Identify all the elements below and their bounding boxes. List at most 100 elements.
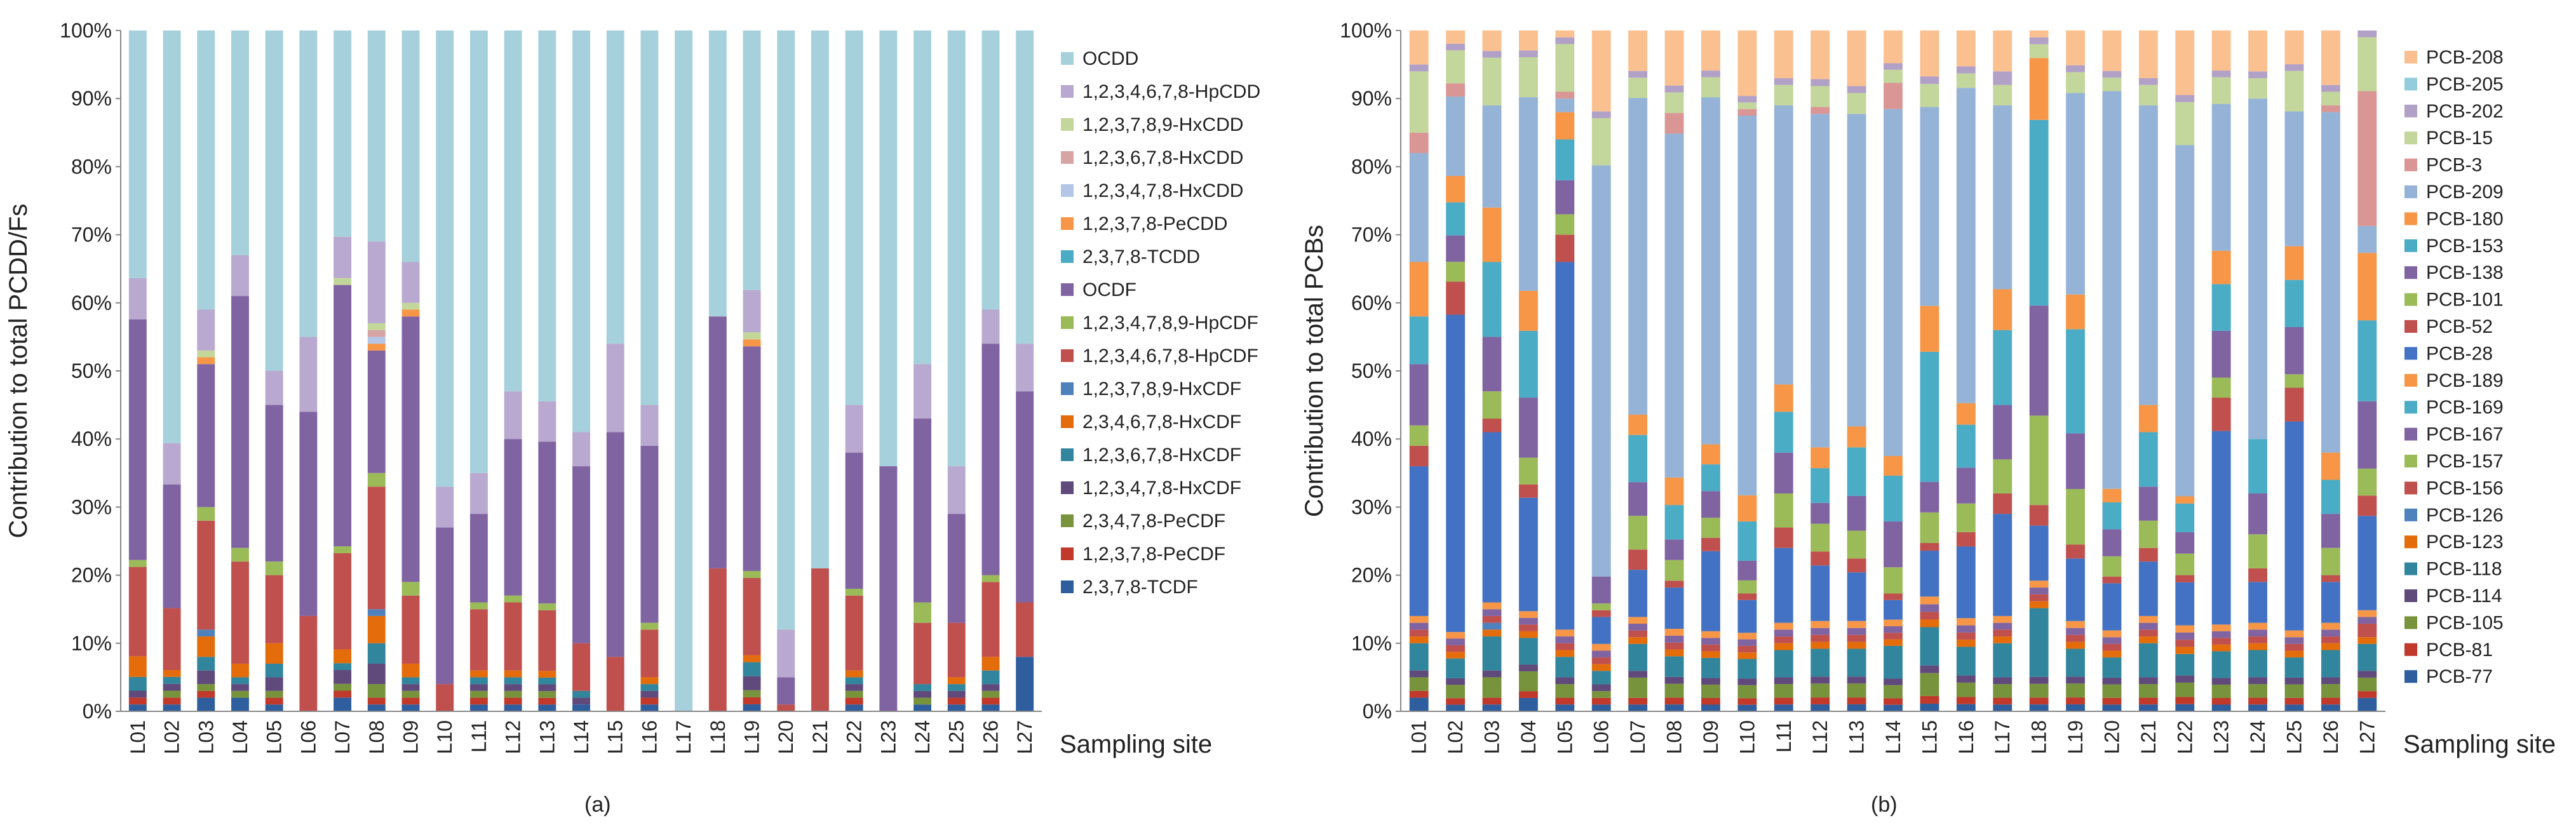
- bar-segment: [1628, 570, 1648, 617]
- legend-swatch: [2404, 185, 2417, 198]
- bar-segment: [401, 697, 420, 705]
- bar-segment: [1664, 697, 1684, 705]
- bar-segment: [1591, 664, 1611, 671]
- bar-segment: [1664, 477, 1684, 506]
- bar-segment: [1628, 414, 1648, 435]
- bar-segment: [981, 582, 1000, 657]
- bar-segment: [1409, 677, 1429, 691]
- bar-segment: [299, 30, 318, 337]
- bar-segment: [2211, 77, 2231, 104]
- bar-segment: [1737, 102, 1757, 109]
- bar-segment: [2284, 643, 2304, 651]
- bar-segment: [1016, 391, 1034, 603]
- y-tick-label: 0%: [83, 700, 112, 723]
- bar-segment: [401, 582, 420, 596]
- bar-segment: [879, 30, 898, 467]
- bar-segment: [2029, 580, 2049, 588]
- x-tick-label: L10: [1736, 720, 1758, 754]
- bar-segment: [367, 30, 386, 242]
- bar-segment: [777, 30, 795, 630]
- bar-segment: [1847, 426, 1866, 448]
- bar-segment: [1774, 677, 1793, 685]
- legend-label: PCB-81: [2426, 640, 2493, 661]
- legend-label: PCB-167: [2426, 424, 2504, 445]
- bar-segment: [1555, 262, 1575, 630]
- bar-segment: [2138, 432, 2158, 487]
- bar-segment: [1519, 30, 1538, 51]
- bar-segment: [1409, 445, 1429, 467]
- bar-segment: [845, 684, 863, 691]
- bar-segment: [538, 610, 556, 671]
- bar-segment: [2138, 704, 2158, 711]
- bar-segment: [2321, 91, 2340, 105]
- bar-segment: [640, 704, 659, 711]
- x-tick-label: L24: [2246, 720, 2269, 754]
- bar-segment: [1811, 697, 1830, 705]
- bar-segment: [743, 697, 761, 704]
- bar-segment: [1993, 677, 2013, 685]
- bar-segment: [1628, 482, 1648, 516]
- legend-swatch: [2404, 373, 2417, 387]
- bar-segment: [1847, 627, 1866, 635]
- x-tick-label: L11: [1772, 720, 1795, 753]
- legend-label: 1,2,3,4,6,7,8-HpCDF: [1082, 346, 1258, 366]
- bar-segment: [981, 670, 1000, 685]
- bar-segment: [1774, 30, 1793, 79]
- bar-segment: [1628, 697, 1648, 705]
- bar-segment: [334, 236, 352, 278]
- bar-segment: [1811, 523, 1830, 552]
- bar-segment: [1774, 78, 1793, 85]
- bar-segment: [538, 684, 556, 692]
- bar-segment: [401, 690, 420, 698]
- bar-segment: [1591, 117, 1611, 166]
- bar-segment: [299, 337, 318, 412]
- bar-segment: [2029, 58, 2049, 120]
- bar-segment: [504, 697, 522, 705]
- bar-segment: [2321, 704, 2340, 711]
- bar-segment: [1920, 305, 1939, 352]
- bar-segment: [845, 704, 863, 711]
- bar-segment: [504, 439, 522, 596]
- bar-segment: [265, 561, 283, 575]
- bar-segment: [2284, 327, 2304, 375]
- bar-segment: [981, 309, 1000, 344]
- bar-segment: [1628, 516, 1648, 550]
- bar-segment: [2284, 70, 2304, 112]
- bar-segment: [1920, 551, 1939, 597]
- x-tick-label: L21: [2137, 720, 2160, 754]
- bar-segment: [1811, 30, 1830, 79]
- legend-label: 1,2,3,4,7,8-HxCDD: [1082, 180, 1243, 201]
- bar-segment: [1956, 697, 1976, 704]
- bar-segment: [1920, 604, 1939, 612]
- legend-swatch: [1061, 382, 1074, 395]
- bar-segment: [1737, 645, 1757, 653]
- x-tick-label: L04: [229, 720, 252, 754]
- bar-segment: [1664, 539, 1684, 560]
- bar-segment: [2175, 496, 2195, 504]
- bar-segment: [1774, 704, 1793, 711]
- bar-segment: [1956, 640, 1976, 647]
- bar-segment: [1920, 512, 1939, 544]
- bar-segment: [334, 649, 352, 664]
- bar-segment: [163, 30, 181, 443]
- bar-segment: [2175, 503, 2195, 532]
- bar-segment: [1811, 565, 1830, 621]
- bar-segment: [1884, 567, 1903, 594]
- bar-segment: [1482, 670, 1502, 678]
- bar-segment: [504, 391, 522, 439]
- bar-segment: [1956, 73, 1976, 88]
- bar-segment: [640, 445, 659, 623]
- bar-segment: [1591, 617, 1611, 644]
- bar-segment: [2357, 677, 2377, 692]
- bar-segment: [2102, 630, 2122, 638]
- bar-segment: [572, 643, 590, 691]
- legend-label: PCB-118: [2426, 559, 2502, 580]
- bar-segment: [1591, 576, 1611, 604]
- bar-segment: [1774, 629, 1793, 637]
- bar-segment: [2102, 576, 2122, 584]
- bar-segment: [572, 690, 590, 698]
- bar-segment: [1701, 704, 1720, 711]
- x-tick-label: L14: [1882, 720, 1905, 754]
- bar-segment: [1920, 107, 1939, 306]
- bar-segment: [1591, 643, 1611, 651]
